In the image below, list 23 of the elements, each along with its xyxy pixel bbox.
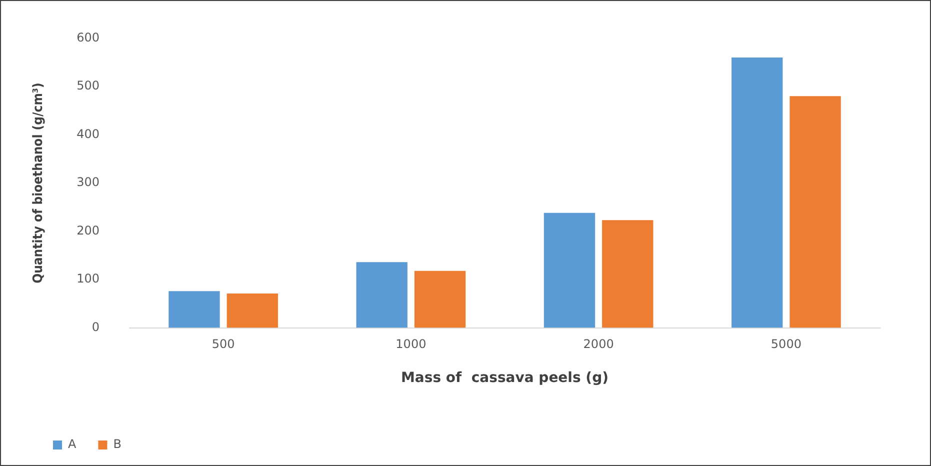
y-tick-label: 300 [76, 175, 100, 190]
bar [414, 270, 466, 328]
x-tick-label: 2000 [583, 337, 614, 352]
y-tick-label: 500 [76, 78, 100, 93]
legend-label: A [68, 437, 77, 452]
bar [356, 262, 408, 328]
y-tick-label: 400 [76, 126, 100, 141]
y-tick-label: 600 [76, 30, 100, 44]
y-tick-label: 0 [92, 320, 100, 334]
x-tick-label: 1000 [396, 337, 426, 352]
bar [226, 294, 278, 328]
bar [732, 58, 783, 328]
bar [544, 212, 596, 328]
x-tick-label: 5000 [770, 337, 802, 352]
x-axis-title: Mass of cassava peels (g) [400, 370, 609, 386]
bar [790, 96, 841, 328]
y-tick-label: 200 [76, 223, 100, 238]
x-tick-label: 500 [212, 337, 235, 352]
y-axis-title: Quantity of bioethanol (g/cm³) [31, 82, 46, 284]
legend-label: B [113, 437, 122, 452]
bar [602, 220, 654, 328]
bar [168, 291, 220, 328]
y-tick-label: 100 [76, 272, 100, 286]
